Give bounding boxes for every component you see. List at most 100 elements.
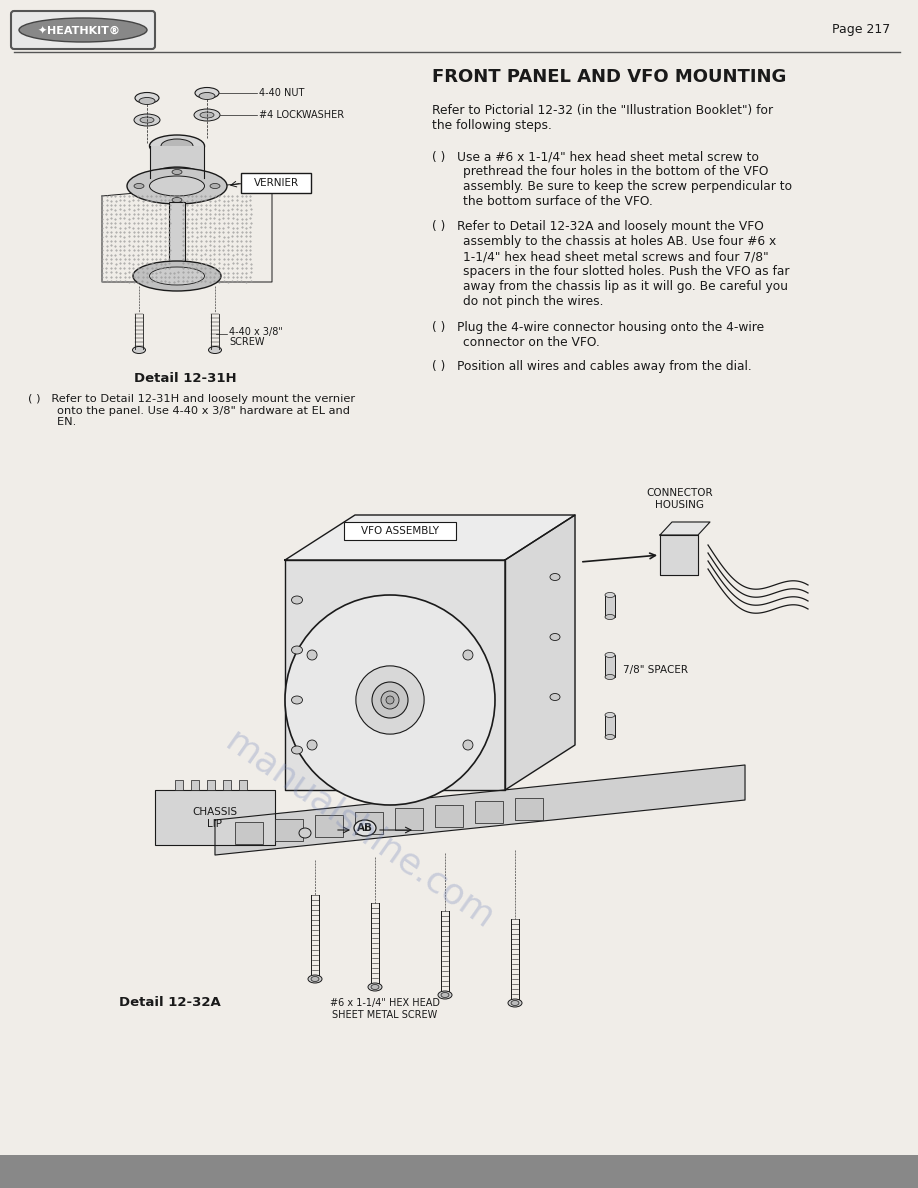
Text: CHASSIS
LIP: CHASSIS LIP bbox=[193, 807, 238, 829]
Ellipse shape bbox=[605, 713, 615, 718]
Ellipse shape bbox=[150, 176, 205, 196]
Text: Detail 12-31H: Detail 12-31H bbox=[134, 372, 236, 385]
Ellipse shape bbox=[550, 694, 560, 701]
Ellipse shape bbox=[285, 595, 495, 805]
Ellipse shape bbox=[381, 691, 399, 709]
Ellipse shape bbox=[441, 992, 449, 998]
Ellipse shape bbox=[208, 347, 221, 354]
Ellipse shape bbox=[135, 93, 159, 103]
Ellipse shape bbox=[438, 991, 452, 999]
Ellipse shape bbox=[311, 977, 319, 981]
Bar bbox=[395, 808, 423, 830]
Ellipse shape bbox=[172, 170, 182, 175]
Bar bbox=[175, 781, 183, 790]
Ellipse shape bbox=[605, 734, 615, 739]
Ellipse shape bbox=[140, 116, 154, 124]
Ellipse shape bbox=[200, 112, 214, 118]
Ellipse shape bbox=[172, 197, 182, 202]
Text: Page 217: Page 217 bbox=[832, 24, 890, 37]
Ellipse shape bbox=[299, 828, 311, 838]
Ellipse shape bbox=[307, 650, 317, 661]
Bar bbox=[155, 790, 275, 845]
Text: manualshine.com: manualshine.com bbox=[219, 725, 501, 936]
Polygon shape bbox=[660, 522, 710, 535]
Text: Detail 12-32A: Detail 12-32A bbox=[119, 997, 221, 1010]
Ellipse shape bbox=[195, 88, 219, 99]
Text: 4-40 x 3/8": 4-40 x 3/8" bbox=[229, 327, 283, 337]
Bar bbox=[605, 655, 615, 677]
Bar bbox=[239, 781, 247, 790]
Ellipse shape bbox=[372, 682, 408, 718]
Text: VERNIER: VERNIER bbox=[253, 178, 298, 188]
Ellipse shape bbox=[19, 18, 147, 42]
Ellipse shape bbox=[308, 975, 322, 982]
Text: 7/8" SPACER: 7/8" SPACER bbox=[623, 665, 688, 675]
Text: CONNECTOR
HOUSING: CONNECTOR HOUSING bbox=[646, 488, 713, 510]
Text: SHEET METAL SCREW: SHEET METAL SCREW bbox=[332, 1010, 438, 1020]
Ellipse shape bbox=[307, 740, 317, 750]
Ellipse shape bbox=[133, 261, 221, 291]
Text: 4-40 NUT: 4-40 NUT bbox=[259, 88, 305, 97]
Text: HEATHKIT®: HEATHKIT® bbox=[47, 26, 119, 36]
FancyBboxPatch shape bbox=[11, 11, 155, 49]
Ellipse shape bbox=[605, 593, 615, 598]
Ellipse shape bbox=[132, 347, 145, 354]
Text: #6 x 1-1/4" HEX HEAD: #6 x 1-1/4" HEX HEAD bbox=[330, 998, 440, 1007]
FancyBboxPatch shape bbox=[344, 522, 456, 541]
Ellipse shape bbox=[134, 183, 144, 189]
Text: ( )   Plug the 4-wire connector housing onto the 4-wire
        connector on the: ( ) Plug the 4-wire connector housing on… bbox=[432, 321, 764, 349]
Bar bbox=[150, 146, 204, 178]
Ellipse shape bbox=[150, 135, 205, 157]
Ellipse shape bbox=[386, 696, 394, 704]
Bar bbox=[235, 822, 263, 843]
Polygon shape bbox=[285, 560, 505, 790]
FancyBboxPatch shape bbox=[241, 173, 311, 192]
Bar bbox=[207, 781, 215, 790]
Text: VFO ASSEMBLY: VFO ASSEMBLY bbox=[361, 526, 439, 536]
Ellipse shape bbox=[150, 267, 205, 285]
Ellipse shape bbox=[354, 820, 376, 836]
Text: ( )   Refer to Detail 12-31H and loosely mount the vernier
        onto the pane: ( ) Refer to Detail 12-31H and loosely m… bbox=[28, 394, 355, 428]
Ellipse shape bbox=[371, 985, 379, 990]
Polygon shape bbox=[215, 765, 745, 855]
Text: #4 LOCKWASHER: #4 LOCKWASHER bbox=[259, 110, 344, 120]
Ellipse shape bbox=[511, 1000, 519, 1005]
Bar bbox=[315, 815, 343, 838]
Bar bbox=[475, 801, 503, 823]
Bar bbox=[605, 595, 615, 617]
Text: Refer to Pictorial 12-32 (in the "Illustration Booklet") for
the following steps: Refer to Pictorial 12-32 (in the "Illust… bbox=[432, 105, 773, 132]
Ellipse shape bbox=[508, 999, 522, 1007]
Ellipse shape bbox=[356, 666, 424, 734]
Ellipse shape bbox=[194, 109, 220, 121]
Text: SCREW: SCREW bbox=[229, 337, 264, 347]
Text: ( )   Use a #6 x 1-1/4" hex head sheet metal screw to
        prethread the four: ( ) Use a #6 x 1-1/4" hex head sheet met… bbox=[432, 150, 792, 208]
Ellipse shape bbox=[463, 740, 473, 750]
Ellipse shape bbox=[463, 650, 473, 661]
Text: AB: AB bbox=[357, 823, 373, 833]
Ellipse shape bbox=[292, 646, 303, 655]
Bar bbox=[275, 819, 303, 840]
Ellipse shape bbox=[550, 633, 560, 640]
Ellipse shape bbox=[161, 139, 193, 153]
Ellipse shape bbox=[134, 114, 160, 126]
Ellipse shape bbox=[368, 982, 382, 991]
Ellipse shape bbox=[550, 574, 560, 581]
Bar bbox=[605, 715, 615, 737]
Polygon shape bbox=[285, 516, 575, 560]
Bar bbox=[223, 781, 231, 790]
Text: ( )   Position all wires and cables away from the dial.: ( ) Position all wires and cables away f… bbox=[432, 360, 752, 373]
Ellipse shape bbox=[199, 93, 215, 100]
Bar bbox=[0, 1155, 918, 1188]
Polygon shape bbox=[660, 535, 698, 575]
Text: FRONT PANEL AND VFO MOUNTING: FRONT PANEL AND VFO MOUNTING bbox=[432, 68, 787, 86]
Ellipse shape bbox=[150, 168, 205, 189]
Polygon shape bbox=[505, 516, 575, 790]
Text: ✦: ✦ bbox=[38, 26, 47, 36]
Bar bbox=[191, 781, 199, 790]
Ellipse shape bbox=[292, 746, 303, 754]
Bar bbox=[435, 804, 463, 827]
Ellipse shape bbox=[605, 675, 615, 680]
Bar bbox=[355, 811, 383, 834]
Ellipse shape bbox=[605, 614, 615, 619]
Text: ( )   Refer to Detail 12-32A and loosely mount the VFO
        assembly to the c: ( ) Refer to Detail 12-32A and loosely m… bbox=[432, 220, 789, 308]
